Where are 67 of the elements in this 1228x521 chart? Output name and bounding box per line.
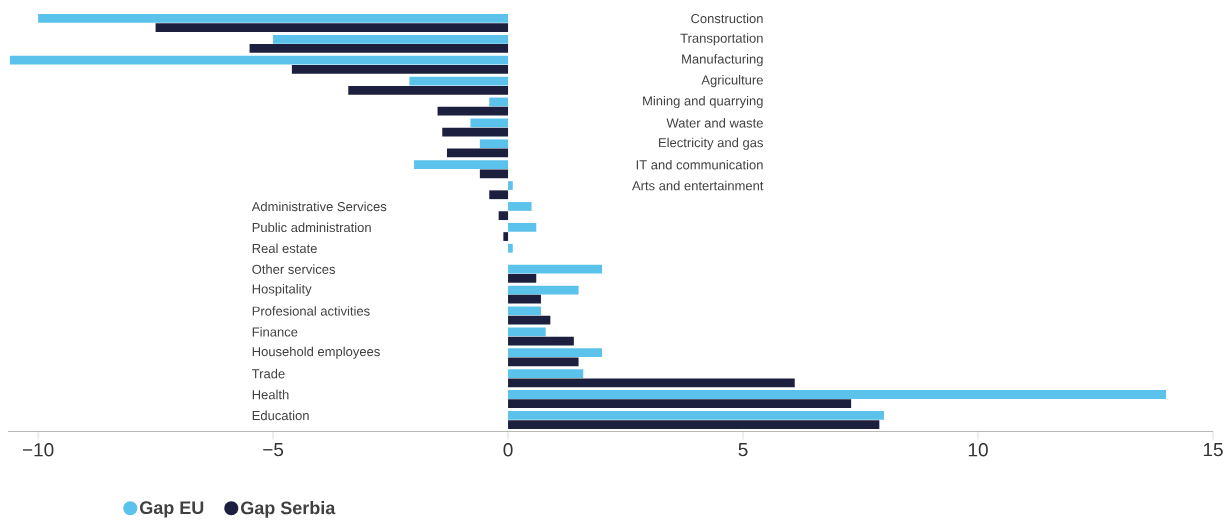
bar — [249, 44, 509, 53]
y-tick-label: Administrative Services — [251, 201, 387, 212]
bar — [508, 420, 880, 429]
bar — [508, 294, 541, 304]
bar — [348, 85, 509, 95]
bar — [508, 273, 537, 283]
bar — [508, 348, 603, 358]
x-tick-label: 15 — [1203, 443, 1223, 457]
bar — [446, 148, 509, 158]
bar — [508, 378, 795, 388]
bar — [442, 127, 509, 137]
bar — [414, 160, 509, 170]
x-tick-label: 0 — [503, 443, 513, 457]
bar — [273, 34, 509, 44]
y-tick-label: Profesional activities — [252, 306, 370, 316]
bar — [508, 222, 537, 232]
bar — [508, 306, 541, 316]
bar — [508, 357, 579, 367]
bar — [508, 411, 885, 420]
y-tick-label: IT and communication — [636, 159, 763, 170]
y-tick-label: Real estate — [252, 243, 317, 254]
y-tick-label: Electricity and gas — [659, 137, 763, 150]
y-tick-label: Household employees — [252, 346, 380, 359]
bar — [489, 97, 509, 107]
bar — [409, 76, 509, 86]
bar — [9, 55, 509, 65]
y-tick-label: Finance — [252, 327, 298, 337]
x-tick-label: 5 — [738, 443, 748, 457]
y-tick-label: Water and waste — [666, 118, 763, 128]
bar — [508, 327, 546, 337]
y-tick-label: Other services — [252, 264, 336, 274]
y-tick-label: Public administration — [252, 222, 371, 233]
y-tick-label: Transportation — [680, 33, 763, 46]
y-tick-label: Trade — [252, 368, 285, 379]
bar — [291, 64, 509, 74]
x-tick-label: −10 — [22, 443, 54, 457]
bar — [508, 181, 513, 190]
bar — [479, 169, 509, 179]
bar — [508, 315, 551, 325]
bar — [489, 190, 509, 200]
bar — [508, 390, 1167, 399]
bar — [508, 243, 513, 253]
y-tick-label: Arts and entertainment — [631, 180, 764, 191]
bar — [470, 118, 509, 128]
bar — [437, 106, 509, 116]
bar — [508, 336, 574, 346]
legend-label: Gap EU — [140, 501, 204, 518]
bar — [508, 202, 532, 211]
y-tick-label: Hospitality — [252, 283, 312, 297]
x-tick-label: −5 — [263, 443, 284, 457]
y-tick-label: Mining and quarrying — [643, 95, 763, 109]
bar — [479, 139, 509, 149]
bar — [498, 211, 509, 221]
y-tick-label: Agriculture — [701, 75, 763, 88]
legend-label: Gap Serbia — [241, 501, 336, 518]
y-tick-label: Education — [252, 410, 309, 421]
y-tick-label: Manufacturing — [682, 54, 763, 67]
bar — [508, 285, 579, 295]
bar — [508, 264, 603, 274]
bar — [508, 399, 852, 409]
y-tick-label: Construction — [691, 13, 763, 24]
bar — [503, 232, 509, 241]
y-tick-label: Health — [252, 389, 289, 400]
x-tick-label: 10 — [968, 443, 988, 457]
bar — [38, 14, 509, 23]
bar — [508, 369, 584, 378]
bar — [155, 23, 509, 32]
